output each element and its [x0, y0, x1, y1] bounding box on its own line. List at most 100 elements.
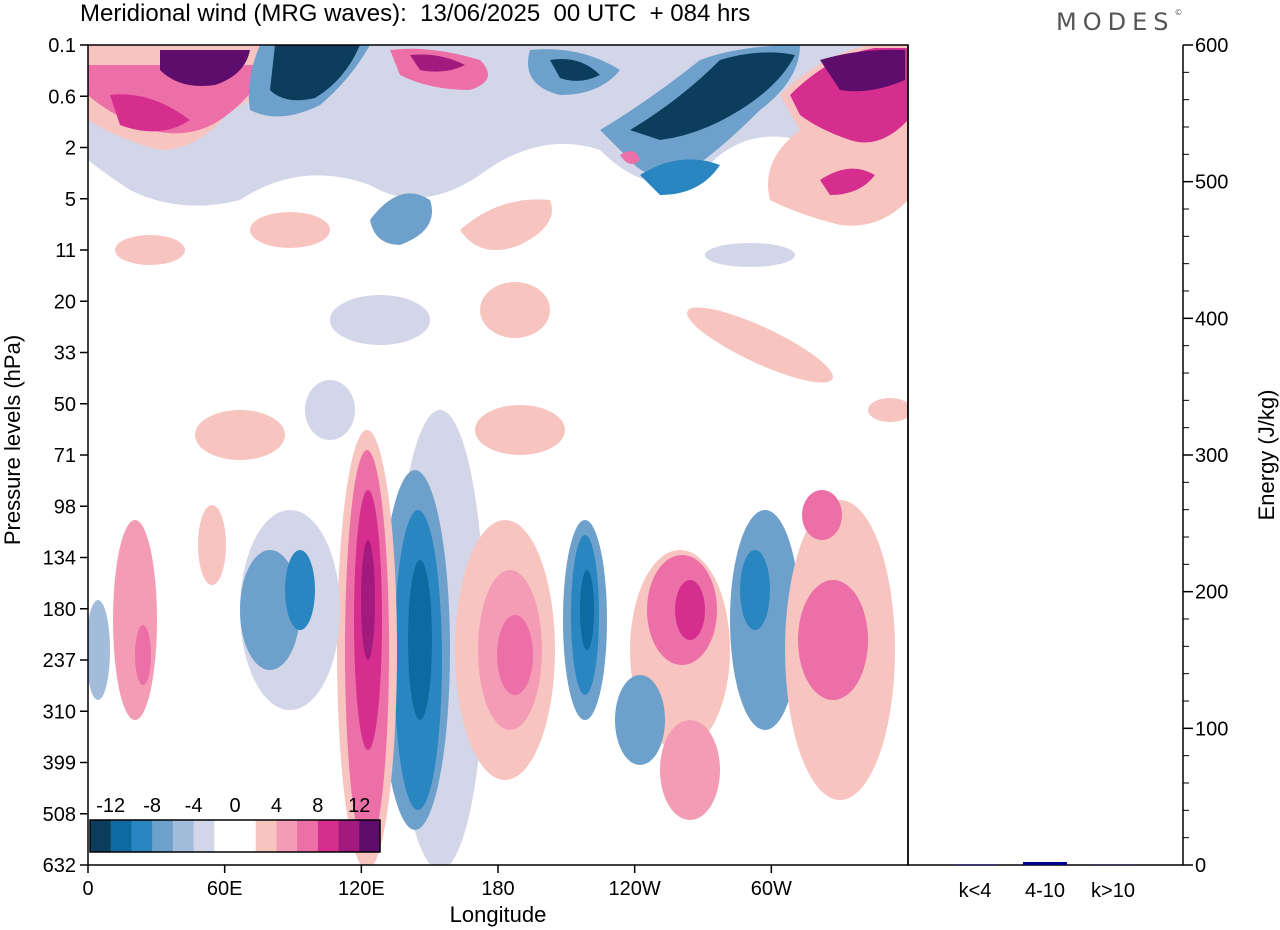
y-tick-label: 50	[54, 394, 76, 416]
energy-axis-ticks: 0 100 200 300 400 500 600	[1183, 35, 1228, 877]
y-tick-label: 399	[43, 753, 76, 775]
colorbar-swatch	[90, 820, 112, 852]
contour-neg-4	[550, 59, 600, 81]
y-tick-label: 71	[54, 445, 76, 467]
brand-logo: MODES©	[1056, 8, 1183, 36]
column-neg-3	[408, 560, 432, 720]
lower-columns	[88, 410, 895, 865]
blob-neg-1	[615, 675, 665, 765]
colorbar-label: -4	[185, 795, 203, 817]
contour-pos-mid-5	[868, 398, 908, 422]
contour-neg-2	[270, 45, 360, 101]
blob-pos-8	[198, 505, 226, 585]
contour-pos-10	[820, 168, 875, 195]
y-tick-label: 98	[54, 496, 76, 518]
energy-tick-label: 600	[1195, 35, 1228, 57]
mid-level-contours	[115, 212, 908, 460]
colorbar-swatch	[297, 820, 319, 852]
x-tick-label: 60E	[207, 878, 243, 900]
y-tick-label: 33	[54, 343, 76, 365]
colorbar-swatch	[255, 820, 277, 852]
colorbar-swatch	[359, 820, 381, 852]
upper-band-contours	[88, 45, 908, 250]
x-axis-ticks: 0 60E 120E 180 120W 60W	[82, 865, 792, 900]
column-pos-7	[497, 615, 533, 695]
energy-tick-label: 200	[1195, 582, 1228, 604]
x-tick-label: 60W	[751, 878, 792, 900]
colorbar-swatch	[131, 820, 153, 852]
column-neg-5	[240, 550, 300, 670]
x-tick-label: 180	[481, 878, 514, 900]
colorbar-label: 12	[348, 795, 370, 817]
x-tick-label: 0	[82, 878, 93, 900]
energy-tick-label: 400	[1195, 308, 1228, 330]
x-tick-label: 120W	[609, 878, 661, 900]
y-tick-label: 310	[43, 701, 76, 723]
energy-axis-title: Energy (J/kg)	[1254, 390, 1279, 521]
colorbar-swatch	[338, 820, 360, 852]
contour-neg-mid-1	[330, 295, 430, 345]
energy-tick-label: 500	[1195, 172, 1228, 194]
colorbar-swatch	[193, 820, 215, 852]
colorbar	[89, 819, 381, 853]
y-tick-label: 508	[43, 804, 76, 826]
column-neg-11	[740, 550, 770, 630]
y-tick-label: 0.6	[48, 86, 76, 108]
energy-tick-label: 100	[1195, 718, 1228, 740]
colorbar-label: 8	[312, 795, 323, 817]
y-tick-label: 134	[43, 548, 76, 570]
contour-neg-8	[640, 159, 720, 195]
contour-pos-3	[110, 94, 190, 132]
contour-pos-11	[460, 199, 552, 250]
y-tick-label: 0.1	[48, 35, 76, 57]
y-tick-label: 632	[43, 855, 76, 877]
y-tick-label: 5	[65, 189, 76, 211]
colorbar-swatch	[214, 820, 236, 852]
colorbar-swatch	[276, 820, 298, 852]
blob-pos-4	[660, 720, 720, 820]
y-axis-title: Pressure levels (hPa)	[0, 335, 25, 545]
y-tick-label: 237	[43, 650, 76, 672]
heatmap-field	[88, 45, 908, 865]
y-tick-label: 20	[54, 291, 76, 313]
energy-bar	[1023, 861, 1067, 865]
column-neg-12	[88, 600, 110, 700]
colorbar-frame	[89, 819, 381, 853]
colorbar-label: -8	[143, 795, 161, 817]
x-axis-title: Longitude	[450, 902, 547, 927]
column-pos-8	[113, 520, 157, 720]
energy-bar	[953, 864, 997, 865]
contour-neg-6	[630, 52, 795, 140]
colorbar-swatch	[172, 820, 195, 852]
y-axis-ticks: 0.1 0.6 2 5 11 20 33 50 71 98 134 180 237 310 399 508 63…	[43, 35, 88, 877]
energy-category-label: k>10	[1091, 880, 1135, 902]
column-neg-6	[285, 550, 315, 630]
contour-pos-4	[160, 50, 250, 86]
colorbar-labels: -12 -8 -4 0 4 8 12	[96, 795, 370, 817]
blob-pos-3	[675, 580, 705, 640]
contour-neg-mid-3	[705, 243, 795, 267]
y-tick-label: 180	[43, 599, 76, 621]
colorbar-label: -12	[96, 795, 125, 817]
column-pos-9	[135, 625, 151, 685]
y-tick-label: 2	[65, 138, 76, 160]
blob-pos-7	[802, 490, 842, 540]
contour-pos-mid-7	[250, 212, 330, 248]
colorbar-swatch	[152, 820, 174, 852]
colorbar-swatch	[110, 820, 132, 852]
y-tick-label: 11	[55, 240, 76, 262]
colorbar-swatch	[317, 820, 340, 852]
energy-tick-label: 300	[1195, 445, 1228, 467]
x-tick-label: 120E	[338, 878, 385, 900]
contour-pos-9	[820, 49, 905, 92]
column-pos-4	[361, 540, 375, 660]
colorbar-label: 0	[229, 795, 240, 817]
energy-category-label: k<4	[959, 880, 992, 902]
contour-pos-mid-2	[195, 410, 285, 460]
contour-pos-mid-4	[687, 307, 833, 383]
energy-bars: k<4 4-10 k>10	[953, 861, 1135, 902]
contour-pos-12	[620, 151, 640, 164]
contour-neg-7	[370, 193, 432, 245]
column-neg-9	[580, 570, 594, 650]
